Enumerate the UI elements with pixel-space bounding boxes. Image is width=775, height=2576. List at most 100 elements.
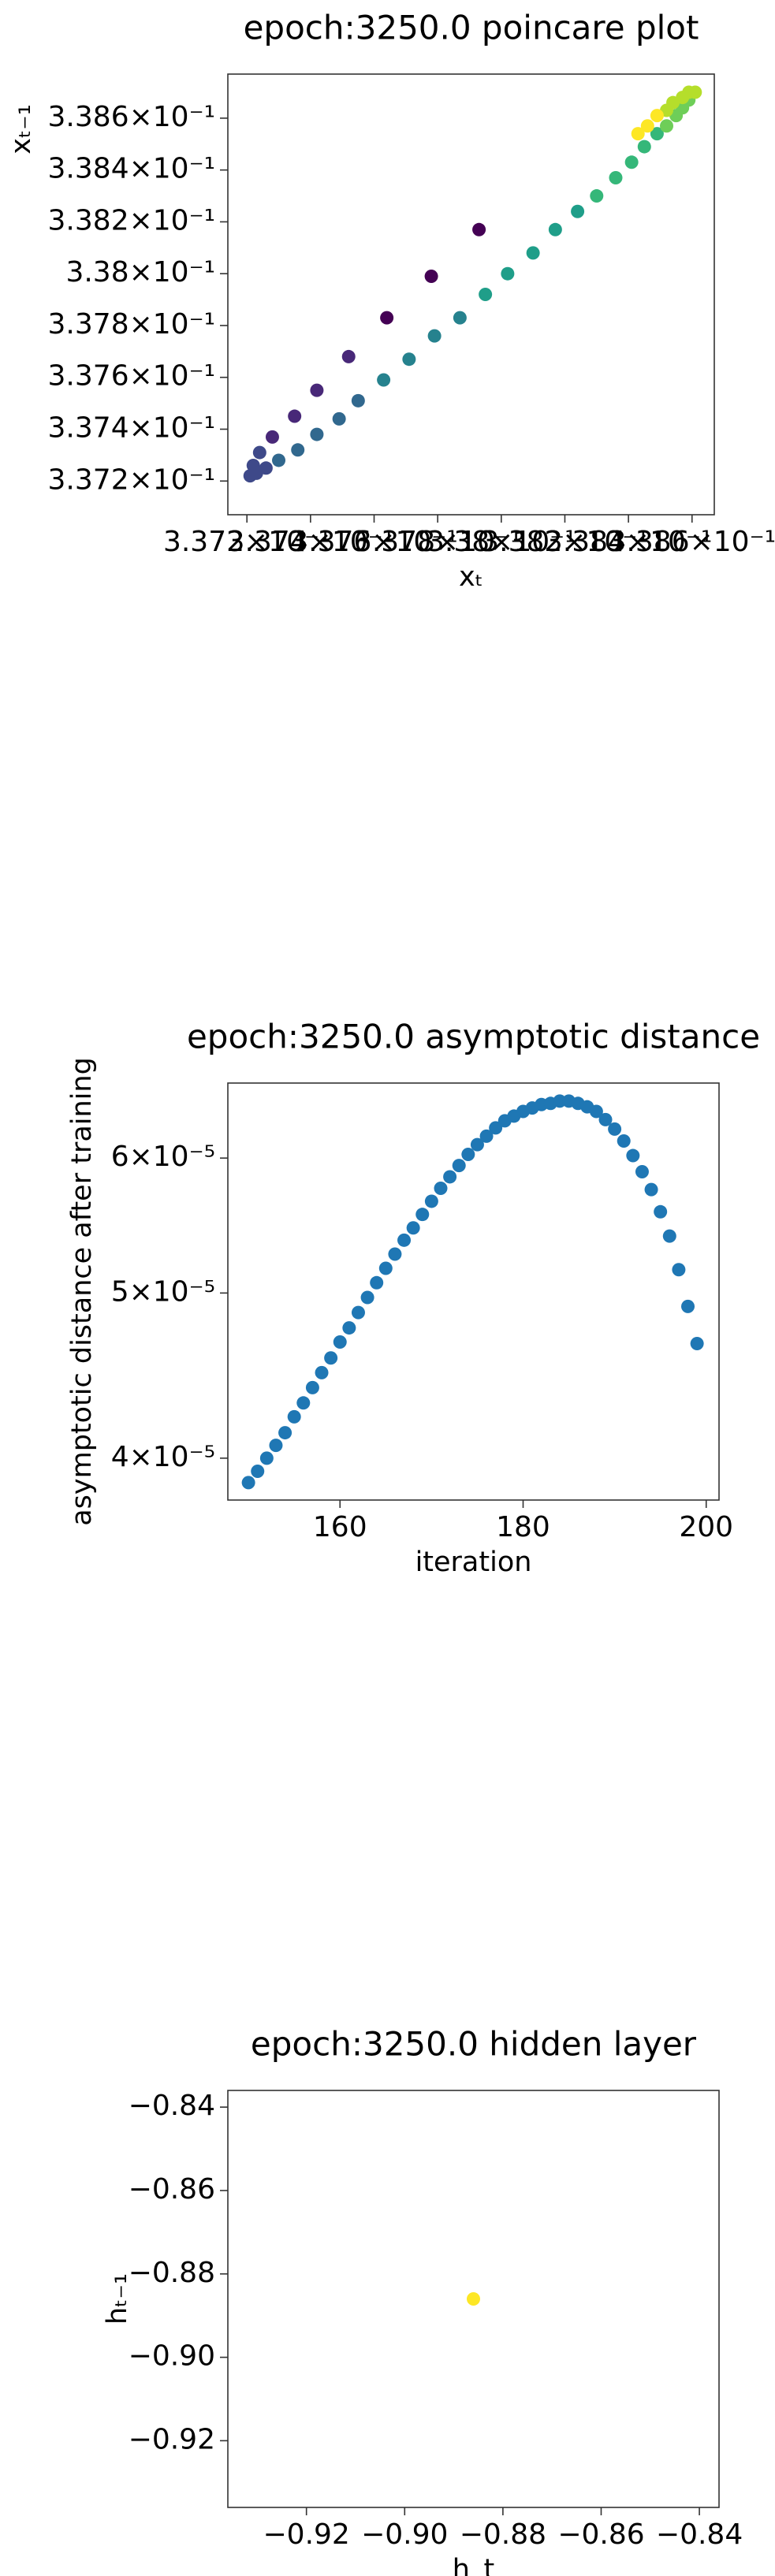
point (617, 1134, 631, 1148)
y-tick-label: 3.38×10⁻¹ (65, 256, 215, 288)
y-tick-label: −0.92 (129, 2423, 215, 2455)
x-tick-label: 160 (313, 1511, 367, 1543)
y-tick-label: 3.376×10⁻¹ (48, 360, 215, 393)
point (397, 1233, 412, 1247)
y-tick-label: −0.88 (129, 2257, 215, 2289)
x-tick-label: 3.384×10⁻¹ (545, 526, 712, 558)
point (650, 127, 664, 141)
x-tick-label: 180 (496, 1511, 550, 1543)
point (315, 1365, 329, 1379)
point (305, 1380, 319, 1394)
y-tick-label: 4×10⁻⁵ (111, 1441, 215, 1473)
point (287, 1409, 301, 1424)
point (434, 1181, 448, 1195)
x-tick-label: 3.372×10⁻¹ (163, 526, 330, 558)
point (370, 1275, 384, 1290)
x-tick-label: 3.374×10⁻¹ (227, 526, 394, 558)
x-tick-label: 200 (679, 1511, 733, 1543)
point (296, 1396, 311, 1410)
point (631, 127, 645, 141)
point (259, 1451, 274, 1465)
point (424, 1194, 438, 1208)
point (377, 373, 391, 387)
plot-frame (227, 73, 715, 516)
point (378, 1261, 393, 1275)
y-tick-label: 3.372×10⁻¹ (48, 463, 215, 496)
y-tick-label: −0.84 (129, 2090, 215, 2122)
point (388, 1247, 402, 1261)
point (479, 288, 493, 301)
x-tick-label: 3.382×10⁻¹ (481, 526, 648, 558)
point (624, 155, 639, 169)
y-tick-label: 3.374×10⁻¹ (48, 411, 215, 444)
point (553, 1094, 567, 1108)
plot-frame (227, 1082, 720, 1501)
y-tick-label: −0.90 (129, 2340, 215, 2373)
point (589, 1104, 603, 1119)
point (637, 140, 651, 154)
point (402, 352, 416, 367)
x-tick-label: 3.386×10⁻¹ (609, 526, 775, 558)
y-tick-label: 5×10⁻⁵ (111, 1275, 215, 1308)
point (472, 222, 486, 236)
plot-frame (227, 2090, 720, 2508)
point (609, 171, 623, 185)
point (598, 1112, 613, 1126)
x-axis-label: iteration (415, 1547, 532, 1578)
x-tick-label: 3.378×10⁻¹ (354, 526, 521, 558)
point (453, 311, 467, 325)
y-tick-label: 6×10⁻⁵ (111, 1141, 215, 1173)
point (324, 1351, 338, 1365)
x-tick-label: −0.84 (656, 2518, 743, 2551)
point (278, 1426, 292, 1440)
y-tick-label: 3.378×10⁻¹ (48, 308, 215, 341)
point (571, 204, 585, 218)
y-axis-label: asymptotic distance after training (66, 1057, 98, 1526)
x-tick-label: −0.86 (557, 2518, 644, 2551)
point (608, 1122, 622, 1136)
point (351, 1305, 365, 1320)
point (251, 1464, 265, 1478)
point (288, 409, 302, 423)
y-tick-label: 3.384×10⁻¹ (48, 153, 215, 185)
y-tick-label: 3.382×10⁻¹ (48, 204, 215, 236)
point (662, 1229, 676, 1243)
x-tick-label: −0.92 (263, 2518, 350, 2551)
point (650, 109, 664, 123)
point (351, 393, 365, 408)
point (332, 411, 346, 426)
point (635, 1165, 649, 1179)
point (380, 311, 394, 325)
point (252, 445, 266, 460)
point (654, 1204, 668, 1219)
point (272, 453, 286, 467)
point (452, 1159, 466, 1173)
point (310, 383, 324, 397)
point (660, 119, 674, 133)
point (479, 1129, 494, 1143)
point (548, 222, 562, 236)
point (690, 1336, 704, 1350)
point (626, 1148, 640, 1163)
y-axis-label: xₜ₋₁ (6, 104, 37, 154)
point (489, 1121, 503, 1135)
point (424, 269, 438, 283)
x-axis-label: xₜ (459, 561, 483, 593)
point (241, 1476, 255, 1490)
point (640, 119, 654, 133)
chart-title: epoch:3250.0 hidden layer (251, 2025, 697, 2064)
y-tick-label: 3.386×10⁻¹ (48, 101, 215, 133)
point (681, 1299, 695, 1313)
point (269, 1439, 283, 1453)
chart-title: epoch:3250.0 asymptotic distance (187, 1018, 760, 1056)
y-axis-label: hₜ₋₁ (102, 2273, 133, 2325)
point (467, 2292, 480, 2306)
point (310, 427, 324, 441)
point (342, 1321, 356, 1335)
x-axis-label: h_t (453, 2554, 494, 2576)
point (526, 246, 540, 260)
x-tick-label: 3.38×10⁻¹ (427, 526, 576, 558)
point (333, 1335, 347, 1349)
point (461, 1147, 475, 1161)
